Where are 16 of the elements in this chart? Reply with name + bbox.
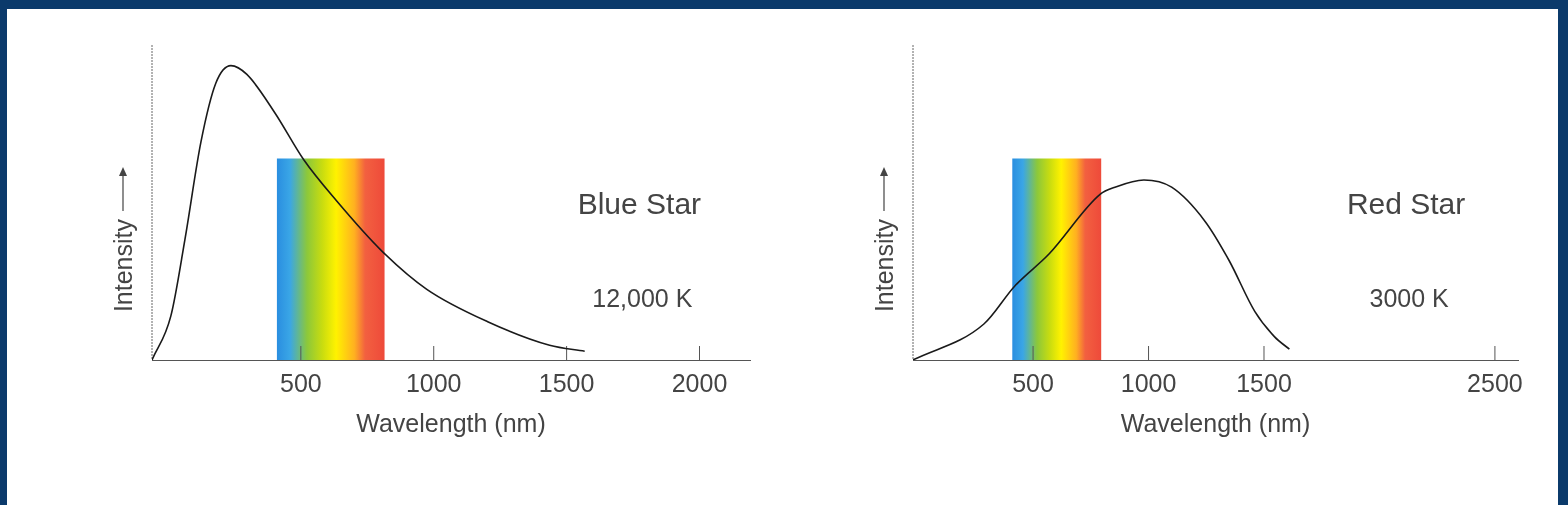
text: Blue Star bbox=[577, 186, 702, 220]
x-tick-label: 1000 bbox=[1120, 368, 1177, 397]
x-tick-label: 1000 bbox=[405, 368, 462, 397]
x-tick-label: 500 bbox=[1012, 368, 1054, 397]
chart-title: Red Star bbox=[1346, 186, 1466, 220]
y-axis-title: Intensity bbox=[108, 219, 138, 313]
annotation: 12,000 K bbox=[592, 284, 693, 313]
x-tick-label: 1500 bbox=[538, 368, 595, 397]
y-axis-title: Intensity bbox=[869, 219, 899, 313]
x-tick-label: 1500 bbox=[1236, 368, 1292, 397]
x-tick-label: 2000 bbox=[671, 368, 728, 397]
x-axis-title: Wavelength (nm) bbox=[356, 408, 546, 437]
x-tick-label: 2500 bbox=[1467, 368, 1523, 397]
x-axis-title: Wavelength (nm) bbox=[1120, 408, 1311, 437]
annotation: 3000 K bbox=[1369, 284, 1450, 313]
x-tick-label: 500 bbox=[279, 368, 322, 397]
